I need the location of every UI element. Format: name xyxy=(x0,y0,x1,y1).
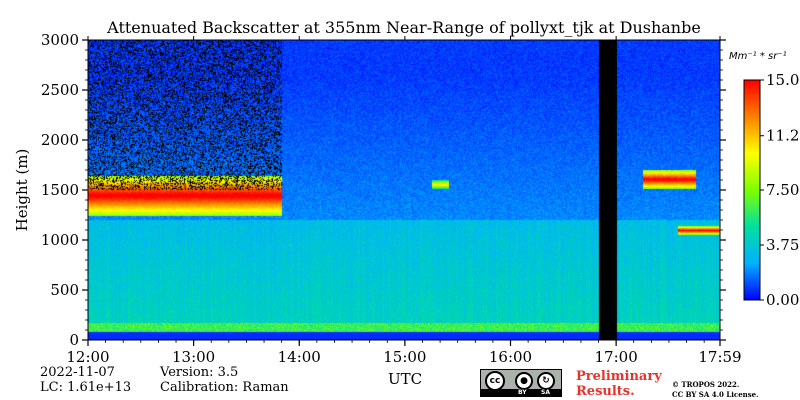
by-person-icon: ● xyxy=(515,372,533,390)
preliminary-line1: Preliminary xyxy=(576,369,662,384)
x-tick-label: 14:00 xyxy=(278,348,321,366)
y-tick-label: 1000 xyxy=(41,231,79,249)
copyright-label: © TROPOS 2022. CC BY SA 4.0 License. xyxy=(672,380,759,400)
y-tick-label: 2000 xyxy=(41,131,79,149)
x-tick-label: 17:59 xyxy=(698,348,741,366)
y-axis-label: Height (m) xyxy=(13,149,31,232)
colorbar xyxy=(743,79,761,301)
sa-share-icon: ↻ xyxy=(537,372,555,390)
colorbar-unit-label: Mm⁻¹ * sr⁻¹ xyxy=(729,51,787,62)
x-tick-label: 12:00 xyxy=(66,348,109,366)
colorbar-tick-label: 3.75 xyxy=(766,236,799,254)
cc-icon: cc xyxy=(485,371,505,391)
preliminary-results-label: Preliminary Results. xyxy=(576,369,662,399)
date-label: 2022-11-07 xyxy=(40,365,115,380)
version-label: Version: 3.5 xyxy=(160,365,239,380)
x-tick-label: 15:00 xyxy=(383,348,426,366)
colorbar-tick-label: 0.00 xyxy=(766,291,799,309)
x-tick-label: 17:00 xyxy=(595,348,638,366)
copyright-line2: CC BY SA 4.0 License. xyxy=(672,390,759,399)
lidar-constant-label: LC: 1.61e+13 xyxy=(40,380,132,395)
calibration-label: Calibration: Raman xyxy=(160,380,289,395)
x-tick-label: 13:00 xyxy=(172,348,215,366)
heatmap-raster xyxy=(88,40,720,340)
cc-badge-strip: BY SA xyxy=(481,389,561,396)
y-tick-label: 1500 xyxy=(41,181,79,199)
preliminary-line2: Results. xyxy=(576,384,635,399)
x-axis-label: UTC xyxy=(388,370,422,388)
y-tick-label: 2500 xyxy=(41,81,79,99)
y-tick-label: 0 xyxy=(69,331,79,349)
cc-license-badge: cc ● ↻ BY SA xyxy=(480,369,562,397)
chart-title: Attenuated Backscatter at 355nm Near-Ran… xyxy=(106,18,701,37)
colorbar-tick-label: 11.2 xyxy=(766,127,799,145)
cc-sa-text: SA xyxy=(541,389,550,396)
copyright-line1: © TROPOS 2022. xyxy=(672,380,740,389)
y-tick-label: 3000 xyxy=(41,31,79,49)
x-tick-label: 16:00 xyxy=(489,348,532,366)
colorbar-tick-label: 7.50 xyxy=(766,181,799,199)
y-tick-label: 500 xyxy=(50,281,79,299)
cc-by-text: BY xyxy=(518,389,527,396)
colorbar-tick-label: 15.0 xyxy=(766,71,799,89)
